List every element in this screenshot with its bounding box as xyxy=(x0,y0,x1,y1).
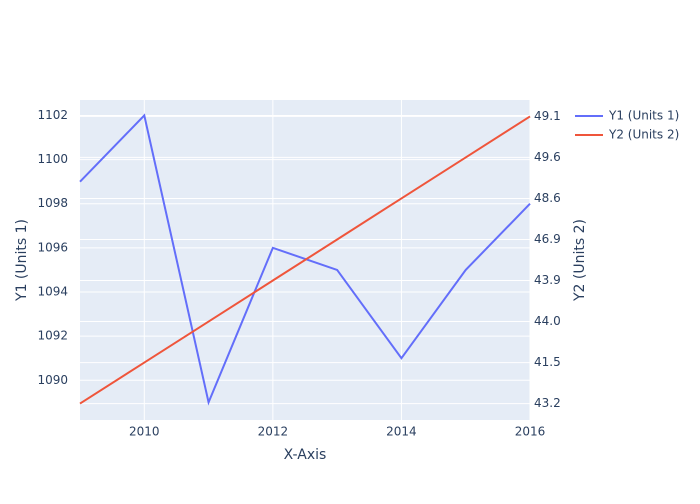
y2-tick-label: 48.6 xyxy=(534,191,561,205)
y2-axis-title: Y2 (Units 2) xyxy=(572,219,588,302)
y-tick-label: 1090 xyxy=(37,373,68,387)
y2-tick-label: 41.5 xyxy=(534,355,561,369)
y-tick-label: 1094 xyxy=(37,285,68,299)
y-tick-label: 1096 xyxy=(37,240,68,254)
x-axis-title: X-Axis xyxy=(284,447,327,463)
y2-tick-label: 46.9 xyxy=(534,232,561,246)
y-tick-label: 1100 xyxy=(37,152,68,166)
legend-label: Y2 (Units 2) xyxy=(608,128,679,142)
y2-tick-label: 44.0 xyxy=(534,314,561,328)
x-tick-label: 2012 xyxy=(258,425,289,439)
x-tick-label: 2014 xyxy=(386,425,417,439)
y-tick-label: 1092 xyxy=(37,329,68,343)
series-line xyxy=(79,115,531,405)
y2-tick-label: 49.6 xyxy=(534,150,561,164)
y-axis-title: Y1 (Units 1) xyxy=(14,219,30,302)
grid xyxy=(80,100,531,420)
y-tick-label: 1102 xyxy=(37,108,68,122)
y2-tick-label: 49.1 xyxy=(534,109,561,123)
x-tick-label: 2016 xyxy=(515,425,546,439)
legend-label: Y1 (Units 1) xyxy=(608,109,679,123)
y-tick-label: 1098 xyxy=(37,196,68,210)
y2-tick-label: 43.9 xyxy=(534,273,561,287)
y2-tick-label: 43.2 xyxy=(534,396,561,410)
x-tick-label: 2010 xyxy=(129,425,160,439)
lines xyxy=(79,113,531,406)
